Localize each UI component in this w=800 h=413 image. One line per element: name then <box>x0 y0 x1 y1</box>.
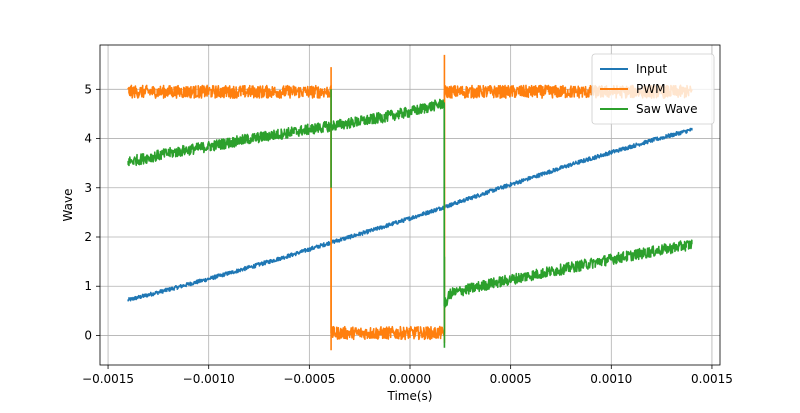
y-tick-label: 1 <box>84 279 92 293</box>
x-tick-label: −0.0015 <box>82 372 134 386</box>
series-layer <box>127 54 693 351</box>
x-tick-label: 0.0010 <box>590 372 632 386</box>
y-axis-label: Wave <box>61 189 75 222</box>
y-tick-label: 0 <box>84 328 92 342</box>
x-tick-label: 0.0000 <box>389 372 431 386</box>
grid-lines <box>100 45 720 365</box>
x-axis-ticks: −0.0015 −0.0010 −0.0005 0.0000 0.0005 0.0010 0… <box>82 365 733 386</box>
x-axis-label: Time(s) <box>387 389 433 403</box>
x-tick-label: −0.0005 <box>283 372 335 386</box>
y-tick-label: 2 <box>84 230 92 244</box>
y-tick-label: 3 <box>84 181 92 195</box>
legend-label: Input <box>636 62 667 76</box>
series-line-saw-wave <box>127 98 693 308</box>
series-line-input <box>127 127 693 302</box>
y-axis-ticks: 0 1 2 3 4 5 <box>84 82 100 342</box>
y-tick-label: 5 <box>84 82 92 96</box>
legend-label: PWM <box>636 82 665 96</box>
x-tick-label: 0.0015 <box>691 372 733 386</box>
y-tick-label: 4 <box>84 132 92 146</box>
legend: Input PWM Saw Wave <box>591 53 715 125</box>
legend-box <box>591 53 715 125</box>
x-tick-label: 0.0005 <box>490 372 532 386</box>
x-tick-label: −0.0010 <box>183 372 235 386</box>
legend-label: Saw Wave <box>636 102 698 116</box>
